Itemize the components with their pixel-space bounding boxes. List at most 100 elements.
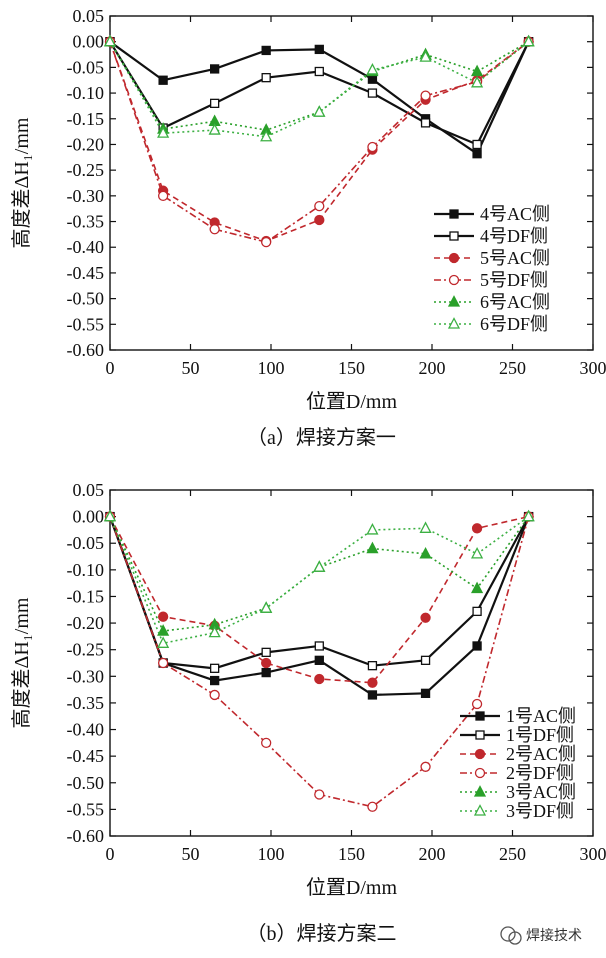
- y-tick-label: -0.60: [67, 826, 105, 846]
- legend-item: 5号AC侧: [434, 248, 550, 268]
- data-point: [471, 75, 484, 88]
- data-point: [420, 688, 431, 698]
- x-tick-label: 300: [580, 358, 606, 378]
- series-1号AC侧: [105, 511, 534, 700]
- data-point: [157, 624, 170, 636]
- legend-label: 5号AC侧: [480, 248, 550, 268]
- series-3号DF侧: [103, 509, 535, 648]
- watermark: 焊接技术: [500, 926, 582, 945]
- data-point: [471, 64, 484, 77]
- legend-item: 3号AC侧: [460, 782, 576, 802]
- data-point: [209, 689, 220, 701]
- y-tick-label: -0.25: [67, 160, 105, 180]
- data-point: [420, 118, 431, 128]
- y-tick-label: -0.05: [67, 533, 105, 553]
- data-point: [472, 139, 482, 150]
- data-point: [367, 801, 378, 812]
- figure-caption: （a）焊接方案一: [247, 426, 396, 449]
- data-point: [314, 655, 324, 665]
- data-point: [209, 64, 220, 74]
- data-point: [471, 523, 483, 534]
- x-tick-label: 0: [106, 358, 115, 378]
- legend-marker: [447, 295, 461, 307]
- data-point: [420, 761, 431, 772]
- series-line: [109, 40, 530, 131]
- data-point: [366, 63, 379, 75]
- data-point: [208, 123, 221, 135]
- legend-marker: [448, 252, 460, 264]
- legend-marker: [475, 730, 485, 740]
- data-point: [158, 75, 168, 85]
- y-axis-label: 高度差ΔH₁/mm: [10, 117, 33, 248]
- y-tick-label: -0.25: [67, 640, 105, 660]
- y-tick-label: -0.15: [67, 109, 105, 129]
- data-point: [261, 73, 271, 83]
- data-point: [157, 657, 169, 669]
- data-point: [261, 667, 271, 678]
- x-axis-label: 位置D/mm: [306, 390, 398, 413]
- legend-marker: [474, 767, 486, 779]
- series-2号DF侧: [104, 511, 534, 812]
- data-point: [261, 45, 271, 56]
- y-tick-label: -0.10: [67, 560, 105, 580]
- legend-item: 5号DF侧: [434, 270, 548, 290]
- legend-marker: [448, 274, 460, 286]
- x-tick-label: 150: [338, 358, 365, 378]
- y-tick-label: -0.55: [67, 799, 105, 819]
- data-point: [472, 149, 482, 159]
- data-point: [522, 34, 535, 47]
- x-tick-label: 200: [419, 844, 446, 864]
- data-point: [313, 105, 326, 117]
- legend-marker: [449, 231, 459, 241]
- y-axis-label: 高度差ΔH₁/mm: [10, 597, 33, 728]
- data-point: [260, 129, 273, 142]
- data-point: [420, 655, 431, 665]
- series-3号AC侧: [103, 509, 535, 636]
- y-tick-label: -0.60: [67, 340, 105, 360]
- y-tick-label: -0.35: [67, 212, 105, 232]
- y-tick-label: -0.15: [67, 586, 105, 606]
- y-tick-label: -0.20: [67, 613, 105, 633]
- series-line: [109, 40, 530, 156]
- legend-item: 2号AC侧: [460, 744, 576, 764]
- y-tick-label: -0.55: [67, 314, 105, 334]
- legend-item: 4号DF侧: [434, 226, 548, 246]
- y-tick-label: 0.05: [73, 6, 105, 26]
- legend-label: 5号DF侧: [480, 270, 548, 290]
- legend-marker: [473, 785, 487, 797]
- x-tick-label: 100: [258, 844, 285, 864]
- y-tick-label: 0.05: [73, 480, 105, 500]
- legend-item: 1号DF侧: [460, 725, 574, 745]
- series-line: [109, 515, 530, 645]
- x-axis-label: 位置D/mm: [306, 876, 398, 899]
- data-point: [472, 606, 482, 617]
- watermark-text: 焊接技术: [526, 927, 582, 944]
- legend-marker: [474, 748, 486, 760]
- series-6号DF侧: [103, 34, 535, 142]
- data-point: [471, 546, 484, 559]
- legend-marker: [447, 317, 461, 329]
- data-point: [367, 141, 378, 153]
- legend-marker: [473, 804, 487, 816]
- legend-item: 3号DF侧: [460, 801, 574, 821]
- y-tick-label: -0.30: [67, 186, 105, 206]
- y-tick-label: -0.10: [67, 83, 105, 103]
- data-point: [157, 126, 170, 138]
- y-tick-label: -0.40: [67, 237, 105, 257]
- x-tick-label: 50: [182, 358, 200, 378]
- legend-label: 6号AC侧: [480, 292, 550, 312]
- legend-item: 4号AC侧: [434, 204, 550, 224]
- data-point: [157, 636, 170, 648]
- data-point: [260, 601, 273, 613]
- data-point: [314, 66, 324, 77]
- data-point: [261, 657, 272, 669]
- series-1号DF侧: [105, 511, 534, 673]
- data-point: [314, 200, 325, 212]
- data-point: [103, 509, 117, 522]
- y-tick-label: -0.20: [67, 134, 105, 154]
- data-point: [472, 641, 482, 651]
- data-point: [314, 641, 324, 651]
